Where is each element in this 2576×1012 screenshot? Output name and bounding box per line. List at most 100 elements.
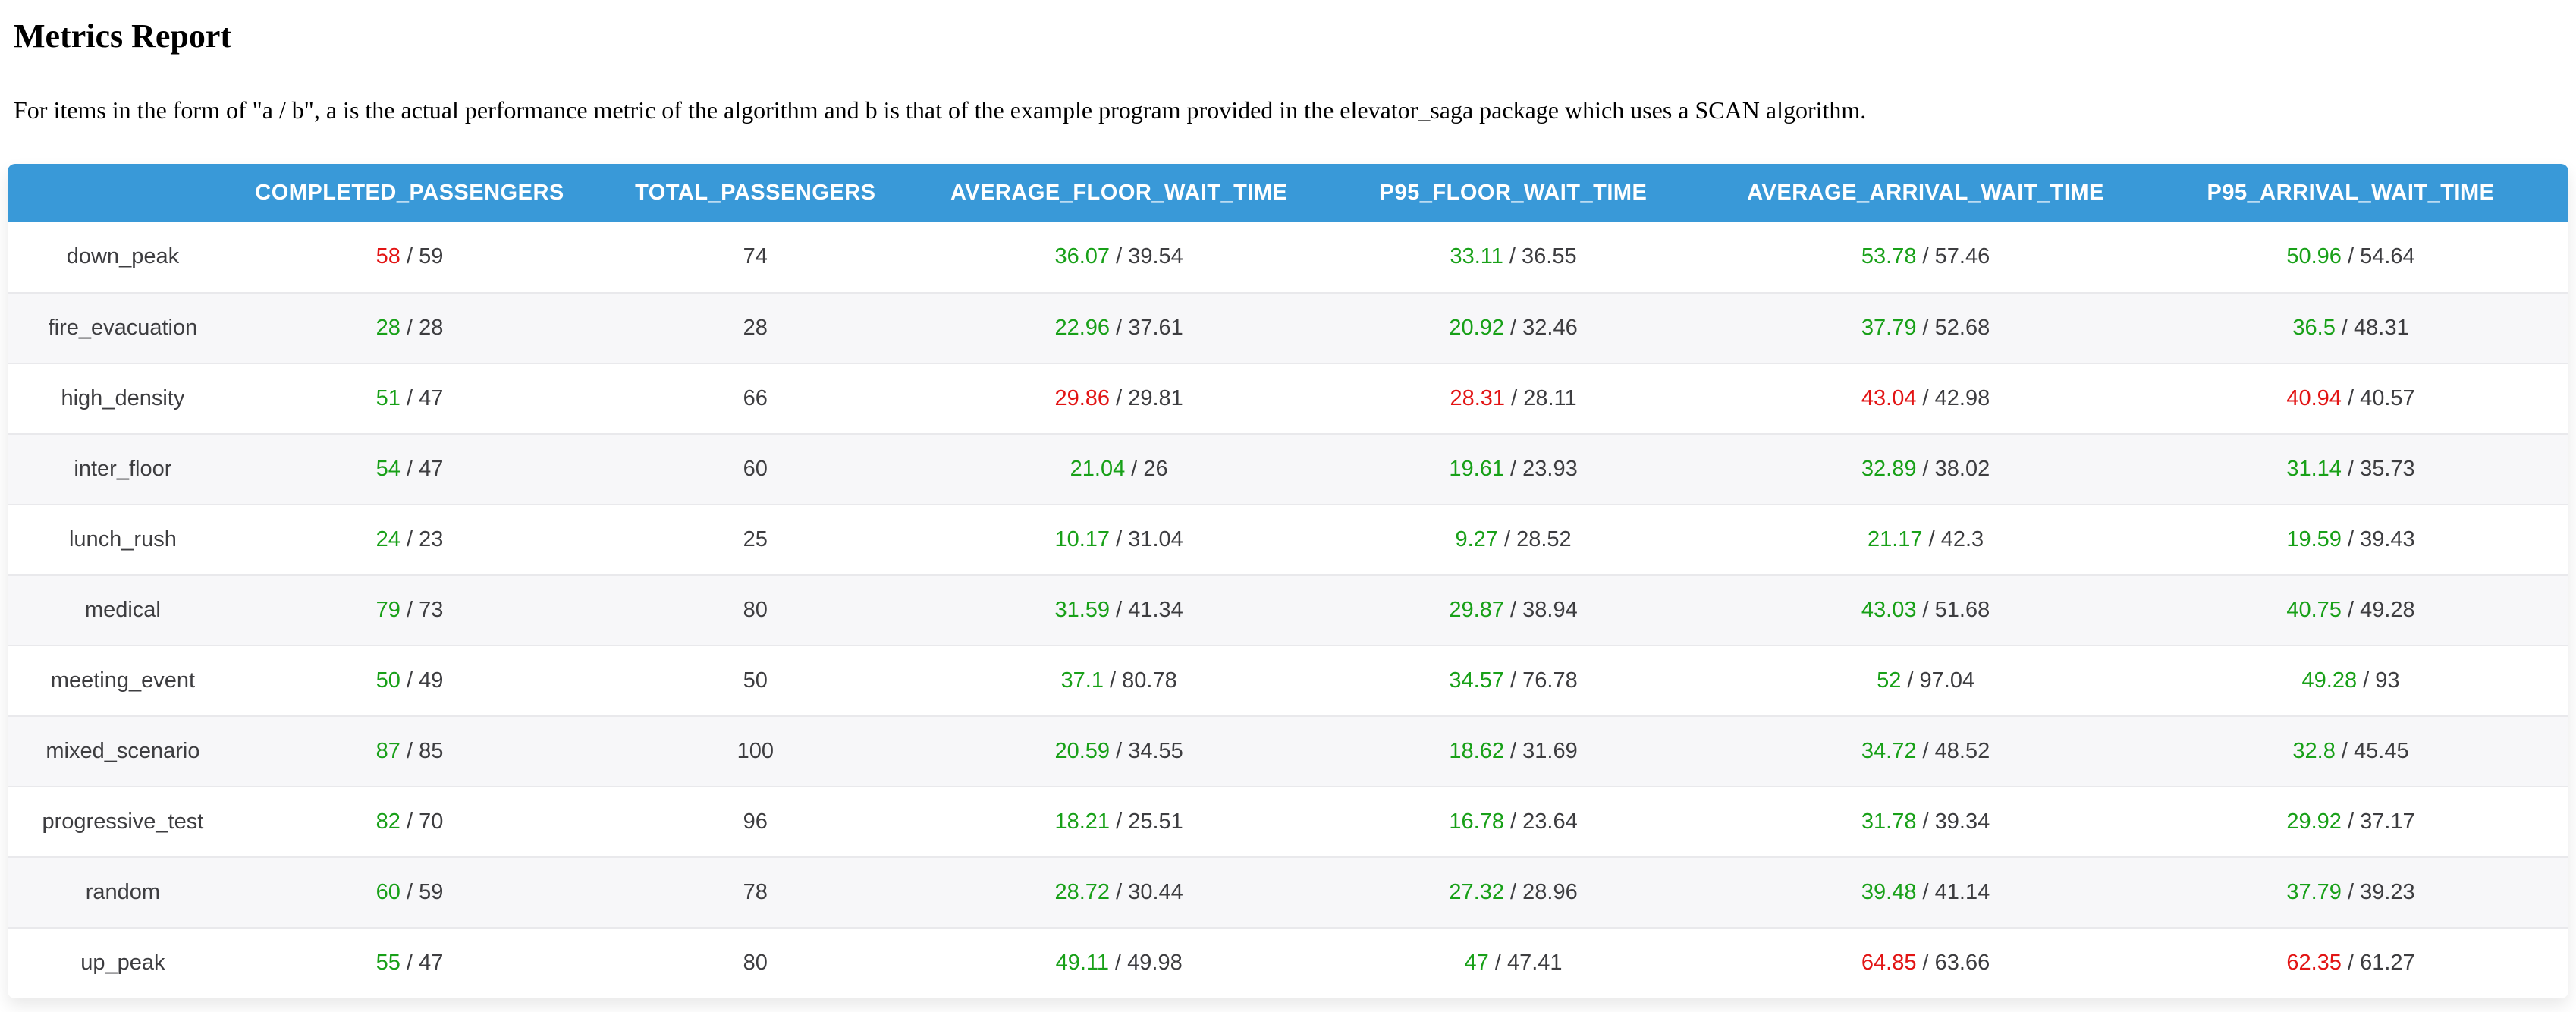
metric-baseline-value: 73 xyxy=(419,597,444,622)
cell-total_passengers: 80 xyxy=(581,574,930,646)
metric-actual-value: 55 xyxy=(375,951,401,976)
cell-scenario: down_peak xyxy=(66,244,180,269)
metric-separator: / xyxy=(2341,456,2361,481)
cell-scenario: meeting_event xyxy=(8,644,238,716)
metric-separator: / xyxy=(1916,879,1935,904)
cell-average_floor_wait_time: 20.59 / 34.55 xyxy=(929,715,1308,787)
table-row: random 60 / 59 78 28.72 / 30.44 27.32 / 28.9… xyxy=(8,856,2568,928)
metric-separator: / xyxy=(1497,526,1517,552)
metric-actual-value: 31.59 xyxy=(1054,597,1111,622)
metric-actual-value: 31.78 xyxy=(1861,809,1917,834)
cell-total_passengers: 50 xyxy=(581,644,930,716)
metric-actual-value: 54 xyxy=(375,456,401,481)
cell-average_arrival_wait_time: 34.72 / 48.52 xyxy=(1718,715,2134,787)
metric-separator: / xyxy=(1488,951,1507,976)
metric-separator: / xyxy=(1503,315,1523,340)
metric-baseline-value: 39.43 xyxy=(2360,526,2415,552)
metric-separator: / xyxy=(1503,809,1523,834)
metric-separator: / xyxy=(400,951,419,976)
metric-actual-value: 20.59 xyxy=(1054,738,1111,763)
cell-average_arrival_wait_time: 31.78 / 39.34 xyxy=(1718,785,2134,857)
metric-actual-value: 37.79 xyxy=(2286,879,2342,904)
metric-separator: / xyxy=(1916,456,1935,481)
metric-separator: / xyxy=(1901,668,1920,693)
cell-scenario: fire_evacuation xyxy=(8,291,238,363)
cell-total_passengers: 80 xyxy=(581,926,930,998)
metric-actual-value: 39.48 xyxy=(1861,879,1917,904)
metric-separator: / xyxy=(2357,668,2376,693)
metric-separator: / xyxy=(1916,315,1935,340)
metric-separator: / xyxy=(400,315,419,340)
metric-baseline-value: 41.34 xyxy=(1128,597,1183,622)
metric-baseline-value: 61.27 xyxy=(2360,951,2415,976)
cell-average_arrival_wait_time: 64.85 / 63.66 xyxy=(1718,926,2134,998)
cell-average_arrival_wait_time: 52 / 97.04 xyxy=(1718,644,2134,716)
metric-baseline-value: 37.61 xyxy=(1128,315,1183,340)
metric-separator: / xyxy=(1916,738,1935,763)
metric-actual-value: 62.35 xyxy=(2286,951,2342,976)
metric-actual-value: 33.11 xyxy=(1450,244,1503,269)
table-row: lunch_rush 24 / 23 25 10.17 / 31.04 9.27 / 2… xyxy=(8,503,2568,575)
metric-separator: / xyxy=(1110,385,1129,410)
metric-separator: / xyxy=(1503,597,1523,622)
column-header-average_arrival_wait_time: AVERAGE_ARRIVAL_WAIT_TIME xyxy=(1718,163,2134,222)
metric-actual-value: 29.87 xyxy=(1449,597,1504,622)
metric-actual-value: 37.1 xyxy=(1060,668,1104,693)
cell-p95_arrival_wait_time: 40.94 / 40.57 xyxy=(2133,362,2568,434)
metric-actual-value: 60 xyxy=(375,879,401,904)
cell-scenario: up_peak xyxy=(8,926,238,998)
cell-average_arrival_wait_time: 39.48 / 41.14 xyxy=(1718,856,2134,928)
metric-separator: / xyxy=(1110,315,1129,340)
metric-separator: / xyxy=(2341,809,2361,834)
metric-baseline-value: 80.78 xyxy=(1122,668,1177,693)
metric-baseline-value: 39.23 xyxy=(2360,879,2415,904)
metric-actual-value: 34.72 xyxy=(1861,738,1917,763)
metric-actual-value: 32.8 xyxy=(2292,738,2336,763)
metric-separator: / xyxy=(1108,951,1128,976)
table-header-row: COMPLETED_PASSENGERS TOTAL_PASSENGERS AVER… xyxy=(8,163,2568,222)
cell-completed_passengers: 55 / 47 xyxy=(237,926,582,998)
metric-baseline-value: 41.14 xyxy=(1934,879,1990,904)
metric-actual-value: 50.96 xyxy=(2286,244,2342,269)
metric-baseline-value: 38.02 xyxy=(1934,456,1990,481)
metric-actual-value: 37.79 xyxy=(1861,315,1917,340)
cell-average_arrival_wait_time: 32.89 / 38.02 xyxy=(1718,432,2134,504)
cell-average_floor_wait_time: 37.1 / 80.78 xyxy=(929,644,1308,716)
column-header-p95_floor_wait_time: P95_FLOOR_WAIT_TIME xyxy=(1308,163,1719,222)
metric-actual-value: 21.04 xyxy=(1070,456,1126,481)
metric-baseline-value: 32.46 xyxy=(1522,315,1578,340)
metric-actual-value: 36.07 xyxy=(1054,244,1111,269)
metric-actual-value: 50 xyxy=(375,668,401,693)
metric-separator: / xyxy=(400,385,419,410)
cell-average_arrival_wait_time: 43.03 / 51.68 xyxy=(1718,574,2134,646)
metric-separator: / xyxy=(1503,668,1523,693)
cell-completed_passengers: 28 / 28 xyxy=(237,291,582,363)
column-header-p95_arrival_wait_time: P95_ARRIVAL_WAIT_TIME xyxy=(2133,163,2568,222)
metric-separator: / xyxy=(1916,951,1935,976)
cell-p95_arrival_wait_time: 49.28 / 93 xyxy=(2133,644,2568,716)
table-row: fire_evacuation 28 / 28 28 22.96 / 37.61 20.… xyxy=(8,291,2568,363)
metric-actual-value: 27.32 xyxy=(1449,879,1504,904)
cell-p95_arrival_wait_time: 19.59 / 39.43 xyxy=(2133,503,2568,575)
column-header-total_passengers: TOTAL_PASSENGERS xyxy=(581,163,930,222)
metric-baseline-value: 49 xyxy=(419,668,444,693)
metric-baseline-value: 59 xyxy=(419,244,444,269)
metric-baseline-value: 28 xyxy=(419,315,444,340)
column-header-completed_passengers: COMPLETED_PASSENGERS xyxy=(237,163,582,222)
cell-p95_floor_wait_time: 47 / 47.41 xyxy=(1308,926,1719,998)
table-row: inter_floor 54 / 47 60 21.04 / 26 19.61 / 23… xyxy=(8,432,2568,504)
metric-separator: / xyxy=(400,809,419,834)
metric-separator: / xyxy=(1110,526,1129,552)
metric-separator: / xyxy=(400,456,419,481)
metric-actual-value: 28.72 xyxy=(1054,879,1111,904)
metric-separator: / xyxy=(2341,879,2361,904)
metric-actual-value: 43.04 xyxy=(1861,385,1917,410)
metric-actual-value: 52 xyxy=(1877,668,1902,693)
metric-baseline-value: 76.78 xyxy=(1522,668,1578,693)
cell-p95_floor_wait_time: 29.87 / 38.94 xyxy=(1308,574,1719,646)
cell-p95_floor_wait_time: 19.61 / 23.93 xyxy=(1308,432,1719,504)
metric-baseline-value: 25.51 xyxy=(1128,809,1183,834)
cell-p95_arrival_wait_time: 37.79 / 39.23 xyxy=(2133,856,2568,928)
cell-completed_passengers: 51 / 47 xyxy=(237,362,582,434)
metric-baseline-value: 38.94 xyxy=(1522,597,1578,622)
